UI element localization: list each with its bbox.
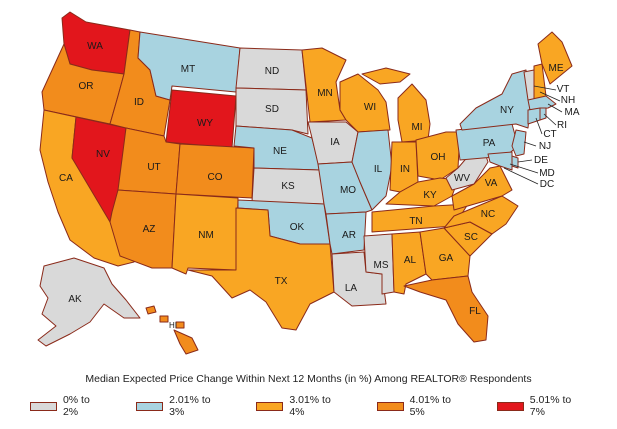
label-hi: HI [169,321,177,330]
label-ok: OK [290,222,305,233]
label-mo: MO [340,185,356,196]
state-ar [325,211,367,255]
label-az: AZ [143,224,156,235]
state-va [451,165,513,211]
legend-label: 0% to 2% [62,394,90,418]
state-md [487,151,513,171]
label-oh: OH [431,152,446,163]
state-me [537,31,573,85]
label-sc: SC [464,232,478,243]
legend-swatch [136,401,164,411]
label-nd: ND [265,66,279,77]
state-co [175,143,255,199]
label-me: ME [549,63,564,74]
label-il: IL [374,164,383,175]
state-nj [511,129,527,157]
legend-item-0-2: 0% to 2% [30,394,106,418]
state-tx [187,207,335,331]
map-caption: Median Expected Price Change Within Next… [85,373,532,385]
state-ct [527,107,541,125]
label-ut: UT [147,162,160,173]
legend-swatch [256,401,284,411]
label-in: IN [400,164,410,175]
label-dc: DC [540,179,554,190]
label-nm: NM [198,230,214,241]
state-mn [301,47,347,123]
label-ms: MS [374,260,389,271]
label-fl: FL [469,306,481,317]
label-id: ID [134,97,144,108]
label-nc: NC [481,209,495,220]
legend-swatch [496,401,524,411]
label-sd: SD [265,104,279,115]
label-ca: CA [59,173,73,184]
label-wy: WY [197,118,213,129]
label-nj: NJ [539,141,551,152]
legend-label: 5.01% to 7% [529,394,572,418]
label-ia: IA [330,137,340,148]
state-ri [539,107,547,121]
label-ne: NE [273,146,287,157]
state-nc [443,195,519,235]
state-nm [171,193,239,275]
label-wi: WI [364,102,376,113]
label-co: CO [208,172,223,183]
label-ks: KS [281,181,295,192]
us-map: WA OR CA NV ID MT WY UT AZ CO NM ND SD N… [37,11,580,355]
legend-swatch [30,401,57,411]
state-hi-maui [175,321,185,329]
label-ri: RI [557,120,567,131]
label-md: MD [539,168,555,179]
state-fl [403,275,489,343]
state-wi [339,73,391,133]
label-tn: TN [409,216,422,227]
label-la: LA [345,283,358,294]
label-vt: VT [557,84,570,95]
label-tx: TX [275,276,288,287]
label-ma: MA [565,107,580,118]
label-mt: MT [181,64,195,75]
label-ga: GA [439,253,454,264]
legend-swatch [376,401,404,411]
state-mi [397,83,431,143]
legend-label: 4.01% to 5% [409,394,452,418]
label-va: VA [485,178,498,189]
state-hi-oahu [159,315,169,323]
label-nv: NV [96,149,110,160]
legend-item-2-3: 2.01% to 3% [136,394,226,418]
label-wa: WA [87,41,103,52]
legend-item-4-5: 4.01% to 5% [376,394,467,418]
label-pa: PA [483,138,496,149]
legend-label: 3.01% to 4% [289,394,331,418]
label-ar: AR [342,230,356,241]
state-il [351,129,393,211]
label-mn: MN [317,88,333,99]
label-ky: KY [423,190,437,201]
legend: 0% to 2% 2.01% to 3% 3.01% to 4% 4.01% t… [30,394,617,418]
label-wv: WV [454,173,470,184]
legend-item-5-7: 5.01% to 7% [496,394,587,418]
label-de: DE [534,155,548,166]
state-hi [173,329,199,355]
state-hi-kauai [145,305,157,315]
label-ct: CT [543,129,556,140]
label-or: OR [79,81,94,92]
state-mi-upper [361,67,411,85]
state-ak [37,257,141,347]
leader-lines [503,85,563,185]
state-ny [459,69,531,131]
label-mi: MI [411,122,422,133]
state-sd [235,87,309,135]
legend-label: 2.01% to 3% [169,394,211,418]
label-ak: AK [68,294,82,305]
legend-item-3-4: 3.01% to 4% [256,394,346,418]
label-nh: NH [561,95,575,106]
label-al: AL [404,255,417,266]
label-ny: NY [500,105,514,116]
